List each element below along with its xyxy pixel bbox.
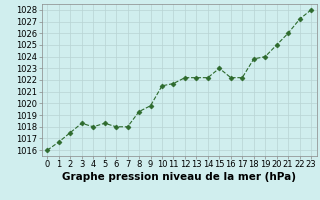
X-axis label: Graphe pression niveau de la mer (hPa): Graphe pression niveau de la mer (hPa) xyxy=(62,172,296,182)
